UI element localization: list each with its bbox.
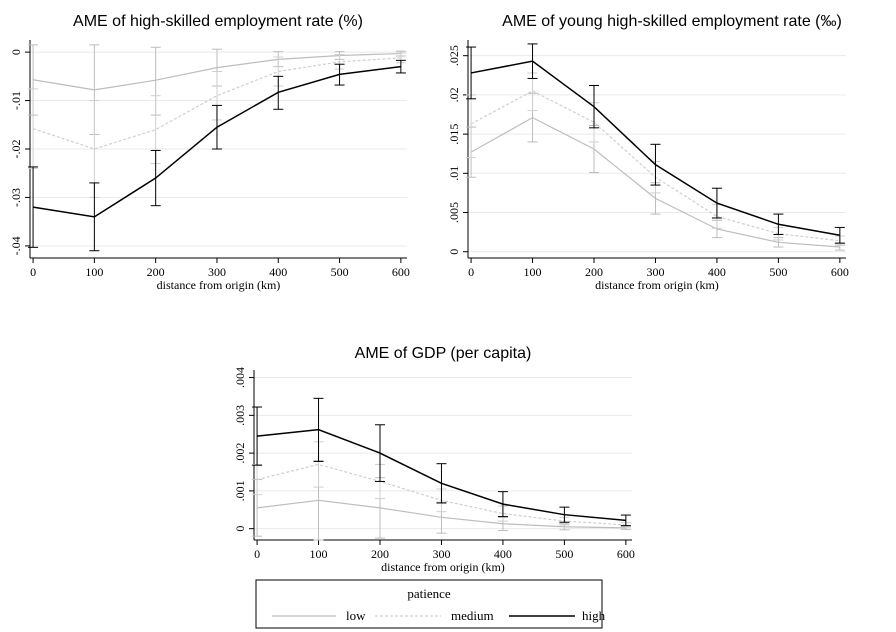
chart-title: AME of young high-skilled employment rat… [502, 13, 842, 30]
legend-label-low: low [346, 608, 366, 623]
x-tick-label: 400 [708, 265, 726, 279]
chart-title: AME of high-skilled employment rate (%) [73, 13, 363, 30]
x-tick-label: 100 [310, 547, 328, 561]
x-tick-label: 200 [371, 547, 389, 561]
x-tick-label: 400 [494, 547, 512, 561]
x-tick-label: 500 [555, 547, 573, 561]
y-tick-label: -.02 [9, 140, 23, 159]
y-tick-label: 0 [9, 49, 23, 55]
x-tick-label: 300 [208, 265, 226, 279]
x-tick-label: 400 [269, 265, 287, 279]
y-tick-label: .01 [447, 166, 461, 181]
error-bar-high [620, 514, 631, 527]
series-line-high [470, 60, 840, 236]
y-tick-label: .001 [233, 480, 247, 501]
y-tick-label: .005 [447, 202, 461, 223]
x-tick-label: 500 [769, 265, 787, 279]
x-tick-label: 600 [392, 265, 410, 279]
y-tick-label: .003 [233, 405, 247, 426]
series-line-low [470, 116, 840, 248]
x-axis-label: distance from origin (km) [381, 560, 505, 574]
x-tick-label: 100 [85, 265, 103, 279]
x-tick-label: 500 [331, 265, 349, 279]
x-tick-label: 300 [646, 265, 664, 279]
series-line-high [256, 428, 626, 522]
series-line-low [256, 499, 626, 529]
x-tick-label: 100 [524, 265, 542, 279]
x-tick-label: 200 [147, 265, 165, 279]
legend-box [255, 579, 603, 629]
x-tick-label: 200 [585, 265, 603, 279]
x-tick-label: 600 [617, 547, 635, 561]
y-tick-label: -.03 [9, 188, 23, 207]
legend: patience low medium high [255, 579, 606, 629]
legend-label-high: high [582, 608, 606, 623]
legend-title: patience [407, 586, 451, 601]
x-tick-label: 300 [432, 547, 450, 561]
y-tick-label: .002 [233, 443, 247, 464]
y-tick-label: 0 [447, 249, 461, 255]
y-tick-label: .004 [233, 367, 247, 388]
x-tick-label: 0 [468, 265, 474, 279]
x-axis-label: distance from origin (km) [157, 278, 281, 292]
legend-label-medium: medium [451, 608, 494, 623]
x-axis-label: distance from origin (km) [595, 278, 719, 292]
panel-gdp-per-capita: AME of GDP (per capita) 0 .001 .002 .003 .004… [233, 345, 635, 574]
y-tick-label: -.01 [9, 91, 23, 110]
y-tick-label: 0 [233, 526, 247, 532]
x-tick-label: 0 [254, 547, 260, 561]
y-tick-label: .025 [447, 45, 461, 66]
x-tick-label: 0 [30, 265, 36, 279]
error-bar-high [834, 226, 845, 244]
y-tick-label: -.04 [9, 236, 23, 255]
y-tick-label: .02 [447, 87, 461, 102]
series-line-medium [32, 57, 401, 150]
panel-young-high-skilled-employment: AME of young high-skilled employment rat… [447, 13, 849, 292]
chart-title: AME of GDP (per capita) [355, 345, 532, 362]
y-tick-label: .015 [447, 124, 461, 145]
series-line-high [32, 65, 401, 218]
x-tick-label: 600 [831, 265, 849, 279]
panel-high-skilled-employment: AME of high-skilled employment rate (%) 0… [9, 13, 410, 292]
